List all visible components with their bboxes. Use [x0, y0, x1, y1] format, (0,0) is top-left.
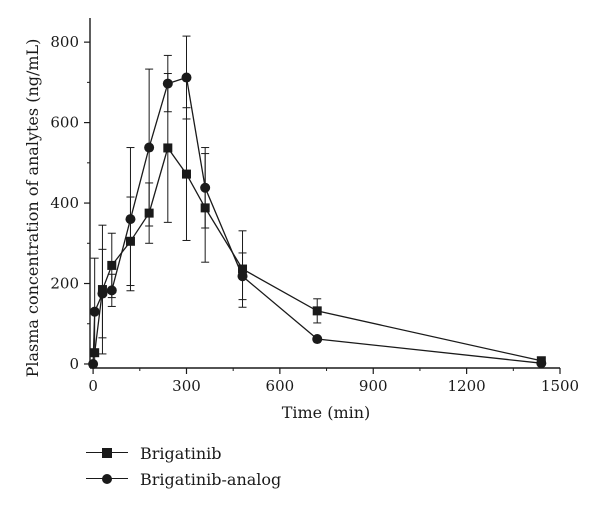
- series-line-brigatinib: [94, 146, 542, 362]
- x-tick-label: 1500: [541, 377, 579, 395]
- y-tick-label: 400: [50, 194, 79, 212]
- square-marker: [312, 306, 322, 316]
- square-marker: [181, 169, 191, 179]
- x-axis-title: Time (min): [282, 403, 371, 422]
- circle-marker: [162, 78, 173, 89]
- circle-marker: [144, 142, 155, 153]
- circle-marker: [536, 358, 547, 369]
- circle-marker: [88, 358, 99, 369]
- legend-item-brigatinib: Brigatinib: [86, 440, 406, 466]
- circle-marker: [312, 334, 323, 345]
- square-marker: [163, 143, 173, 153]
- square-marker: [107, 260, 117, 270]
- circle-marker-icon: [86, 472, 128, 486]
- circle-marker: [181, 72, 192, 83]
- square-marker: [238, 264, 248, 274]
- legend-label: Brigatinib: [140, 443, 222, 463]
- pk-line-chart: 0 300 600 900 1200 1500 0 200 400 600 800 Time (mi…: [23, 18, 579, 422]
- square-marker: [125, 236, 135, 246]
- square-marker-icon: [86, 446, 128, 460]
- circle-marker: [237, 271, 248, 282]
- circle-marker: [200, 182, 211, 193]
- square-marker: [200, 203, 210, 213]
- axes: 0 300 600 900 1200 1500 0 200 400 600 800: [50, 18, 579, 395]
- y-axis-title: Plasma concentration of analytes (ng/mL): [23, 39, 42, 378]
- circle-marker: [106, 285, 117, 296]
- y-tick-label: 800: [50, 33, 79, 51]
- legend: Brigatinib Brigatinib-analog: [86, 440, 406, 492]
- y-tick-label: 0: [69, 355, 79, 373]
- legend-label: Brigatinib-analog: [140, 469, 282, 489]
- circle-marker: [125, 214, 136, 225]
- circle-marker: [89, 306, 100, 317]
- x-tick-label: 900: [359, 377, 388, 395]
- square-marker: [144, 208, 154, 218]
- x-tick-label: 0: [88, 377, 98, 395]
- error-bars: [90, 35, 546, 369]
- square-marker: [90, 348, 100, 358]
- x-tick-label: 1200: [448, 377, 486, 395]
- x-tick-label: 600: [266, 377, 295, 395]
- legend-item-brigatinib-analog: Brigatinib-analog: [86, 466, 406, 492]
- y-tick-label: 200: [50, 275, 79, 293]
- y-tick-label: 600: [50, 114, 79, 132]
- data-markers: [88, 72, 547, 369]
- circle-marker: [97, 288, 108, 299]
- x-tick-label: 300: [172, 377, 201, 395]
